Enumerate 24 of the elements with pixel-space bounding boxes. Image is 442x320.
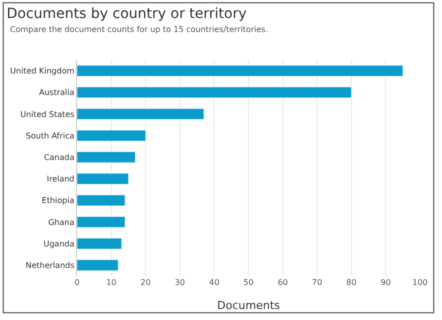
chart-subtitle: Compare the document counts for up to 15 countries/territories. xyxy=(10,25,268,34)
x-tick-label: 40 xyxy=(209,278,220,287)
y-tick-label: United States xyxy=(20,110,74,119)
y-tick-label: United Kingdom xyxy=(10,66,75,76)
x-tick-label: 60 xyxy=(278,278,288,287)
x-tick-label: 10 xyxy=(106,278,116,287)
x-tick-label: 50 xyxy=(243,278,254,287)
x-tick-label: 0 xyxy=(74,278,80,287)
y-tick-label: Ethiopia xyxy=(42,196,74,206)
chart-title: Documents by country or territory xyxy=(6,6,247,22)
x-tick-label: 30 xyxy=(174,278,185,287)
y-tick-label: South Africa xyxy=(26,131,74,140)
x-tick-label: 20 xyxy=(140,278,151,287)
x-tick-label: 100 xyxy=(412,278,428,287)
y-tick-label: Australia xyxy=(39,88,74,98)
y-tick-label: Ireland xyxy=(46,174,74,184)
x-tick-label: 70 xyxy=(312,278,322,287)
y-tick-label: Uganda xyxy=(44,239,74,248)
y-tick-label: Netherlands xyxy=(26,261,74,270)
y-tick-label: Ghana xyxy=(48,218,74,227)
x-tick-label: 90 xyxy=(380,278,391,287)
y-tick-label: Canada xyxy=(44,153,74,162)
x-tick-label: 80 xyxy=(346,278,356,287)
x-axis-title: Documents xyxy=(217,299,280,312)
